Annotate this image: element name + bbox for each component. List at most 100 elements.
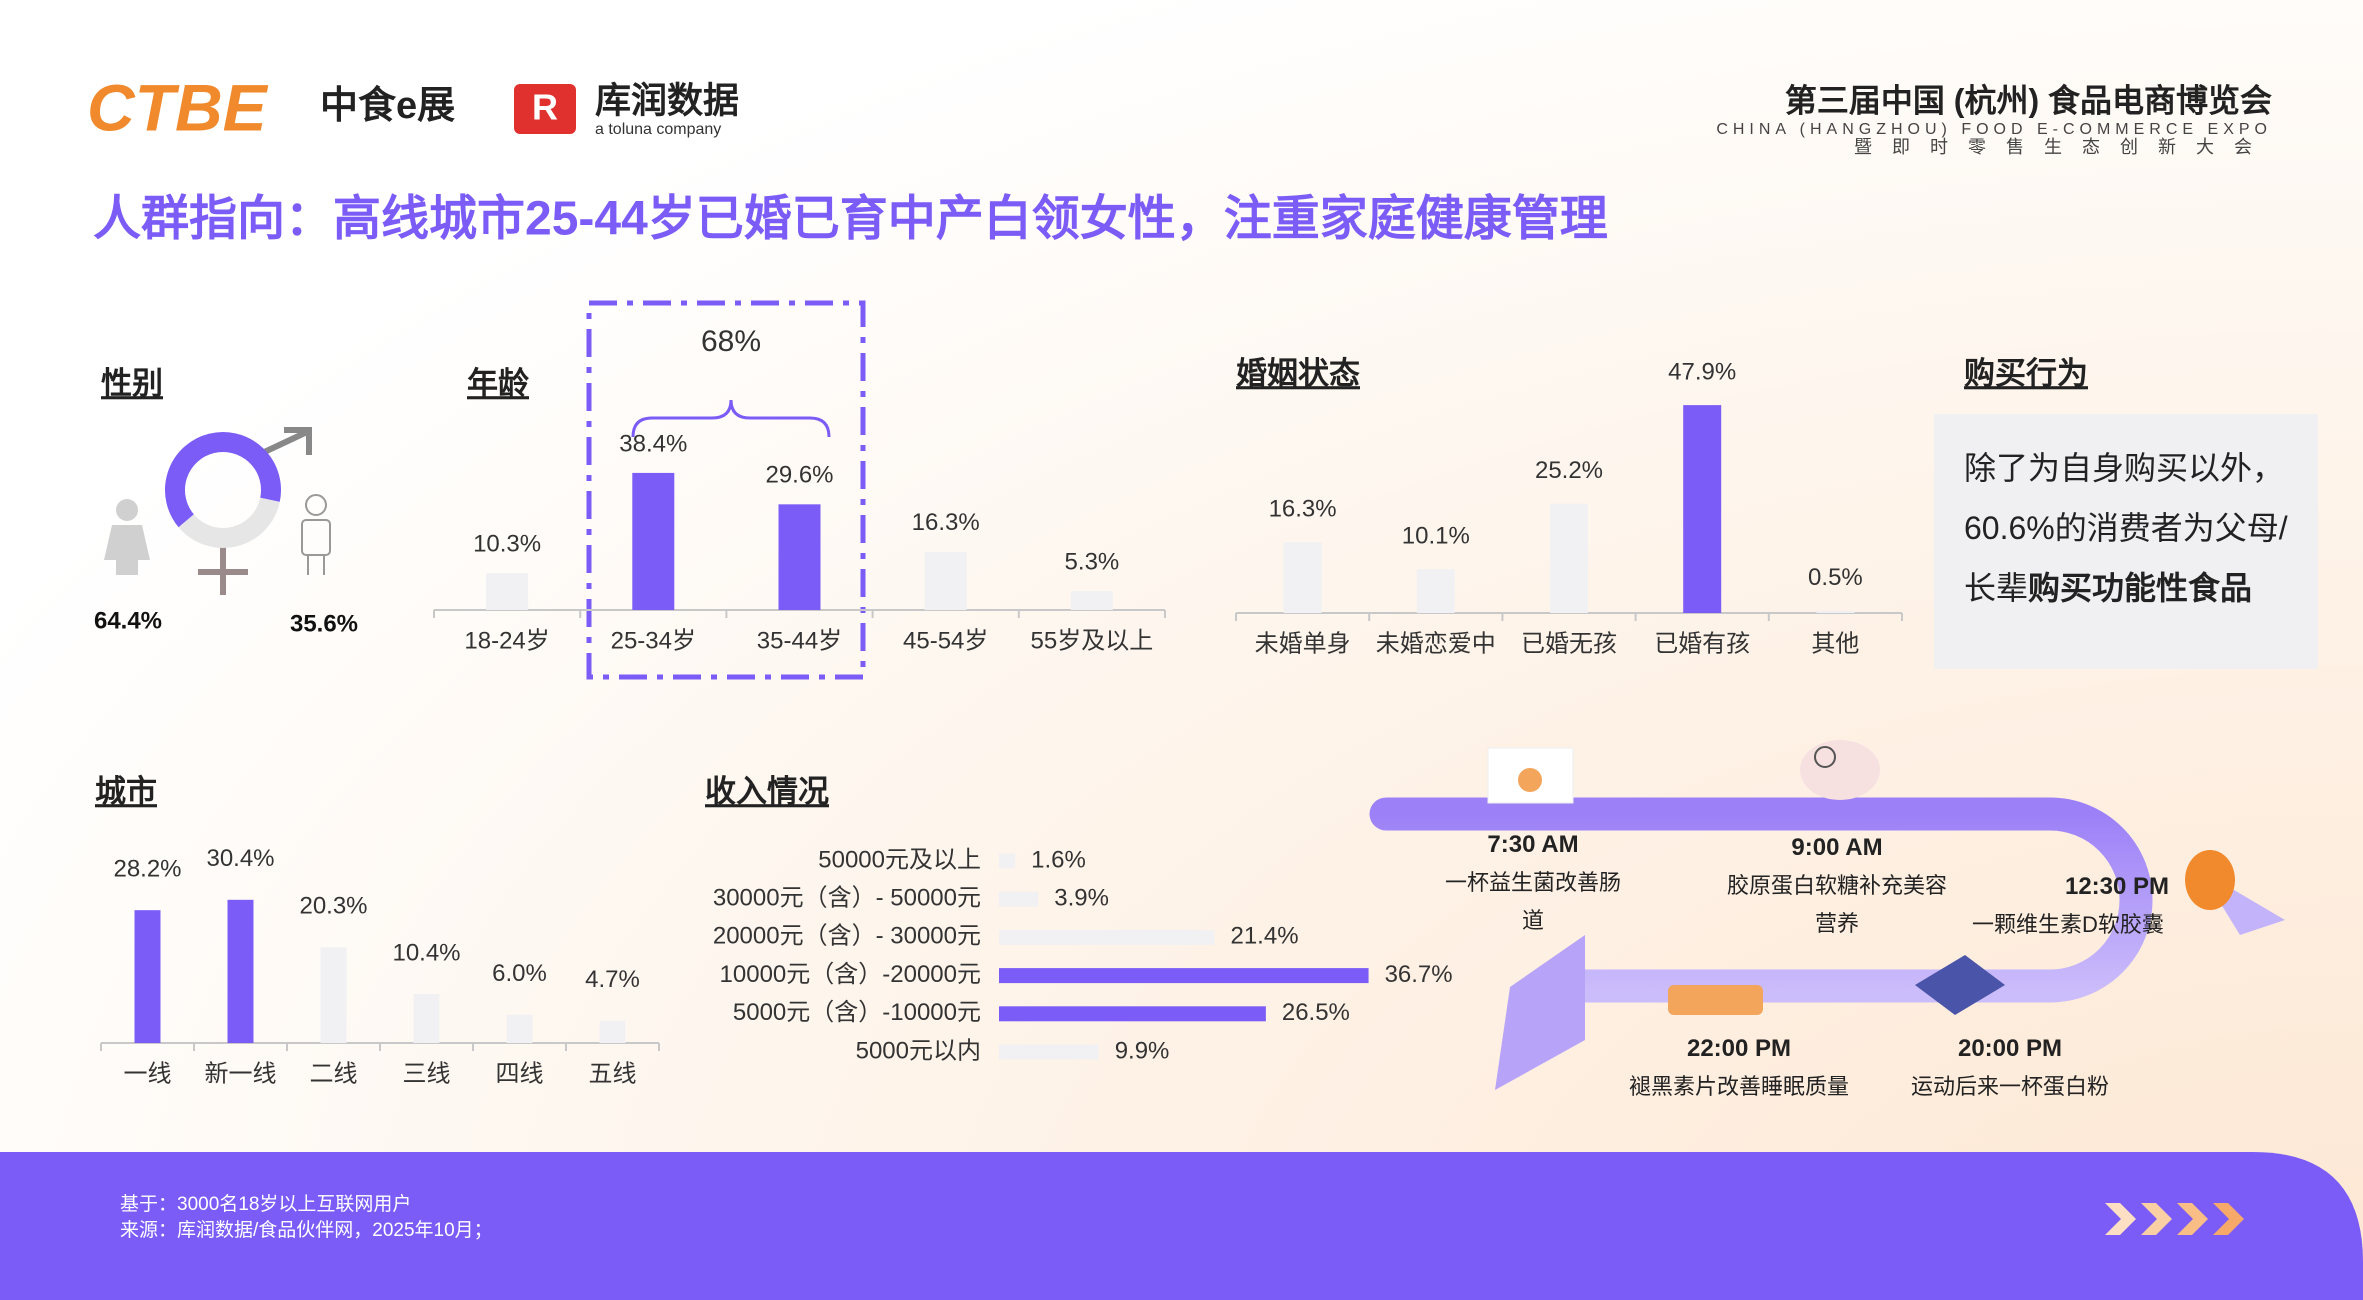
value-label: 21.4% [1230,923,1298,950]
bar [1416,569,1455,613]
value-label: 3.9% [1054,885,1109,912]
page-title: 人群指向：高线城市25-44岁已婚已育中产白领女性，注重家庭健康管理 [93,193,1608,246]
value-label: 28.2% [113,856,181,883]
bar [632,472,675,610]
x-tick-label: 18-24岁 [464,627,549,654]
footer-band [0,1152,2363,1300]
value-label: 35.6% [290,610,358,637]
bar [1283,542,1322,613]
value-label: 20.3% [299,893,367,920]
footer-base: 基于：3000名18岁以上互联网用户 [120,1193,411,1215]
value-label: 38.4% [619,430,687,457]
male-arrow-head [284,427,312,455]
event-english: CHINA (HANGZHOU) FOOD E-COMMERCE EXPO [1716,121,2272,138]
x-tick-label: 一线 [124,1060,172,1087]
timeline-item: 9:00 AM 胶原蛋白软糖补充美容营养 [1722,829,1952,943]
chart-title: 城市 [95,774,157,809]
partner-logo-mark [514,84,576,134]
value-label: 10.3% [473,531,541,558]
bar [599,1020,626,1043]
value-label: 30.4% [206,845,274,872]
value-label: 16.3% [912,509,980,536]
y-tick-label: 30000元（含）- 50000元 [713,885,981,912]
bar [413,994,440,1043]
illustration [1814,746,1836,768]
illustration [2185,850,2235,910]
timeline-time: 7:30 AM [1487,831,1579,858]
bar [778,504,821,610]
chart-title: 年龄 [467,366,529,401]
value-label: 29.6% [765,462,833,489]
partner-name: 库润数据 [595,80,739,121]
expo-name: 中食e展 [320,85,455,127]
male-icon [307,555,325,575]
value-label: 5.3% [1065,548,1120,575]
female-icon [116,499,138,521]
bar [1070,591,1113,610]
timeline-item: 7:30 AM 一杯益生菌改善肠道 [1438,826,1628,940]
illustration [1800,740,1880,800]
x-tick-label: 五线 [589,1060,637,1087]
x-tick-label: 35-44岁 [757,627,842,654]
y-tick-label: 10000元（含）-20000元 [720,961,981,988]
bar [999,1044,1099,1060]
value-label: 4.7% [585,966,640,993]
value-label: 10.4% [392,939,460,966]
illustration [1915,955,2005,1015]
brace [631,399,831,438]
male-icon [301,519,331,556]
timeline-item: 20:00 PM 运动后来一杯蛋白粉 [1880,1030,2140,1106]
illustration [1518,768,1542,792]
annotation: 68% [701,325,761,358]
event-title: 第三届中国 (杭州) 食品电商博览会 [1785,82,2272,118]
bar [506,1014,533,1043]
male-arrow [256,429,309,458]
value-label: 16.3% [1269,496,1337,523]
bar [486,573,529,610]
purchase-title: 购买行为 [1964,356,2088,391]
timeline-path [1369,797,2153,1003]
value-label: 0.5% [1808,564,1863,591]
value-label: 10.1% [1402,523,1470,550]
y-tick-label: 5000元以内 [856,1037,981,1064]
purchase-box: 除了为自身购买以外，60.6%的消费者为父母/长辈购买功能性食品 [1934,414,2318,669]
value-label: 47.9% [1668,358,1736,385]
timeline-text: 运动后来一杯蛋白粉 [1910,1074,2109,1099]
x-tick-label: 三线 [403,1060,451,1087]
bar [999,891,1039,907]
timeline-time: 9:00 AM [1791,834,1883,861]
bar [227,899,254,1043]
timeline-text: 一颗维生素D软胶囊 [1972,912,2164,937]
bar [1816,610,1855,613]
donut-segment [178,497,280,548]
x-tick-label: 已婚有孩 [1654,630,1750,657]
x-tick-label: 其他 [1811,630,1859,657]
bar [999,1006,1266,1022]
x-tick-label: 25-34岁 [611,627,696,654]
purchase-text: 除了为自身购买以外，60.6%的消费者为父母/长辈 [1964,450,2288,606]
bar [320,947,347,1043]
y-tick-label: 50000元及以上 [818,846,981,873]
x-tick-label: 45-54岁 [903,627,988,654]
value-label: 64.4% [94,607,162,634]
x-tick-label: 已婚无孩 [1521,630,1617,657]
bar [1550,503,1588,613]
value-label: 26.5% [1282,999,1350,1026]
value-label: 1.6% [1031,846,1086,873]
female-icon [104,525,150,575]
chart-title: 婚姻状态 [1236,356,1360,391]
illustration [1668,985,1763,1015]
y-tick-label: 20000元（含）- 30000元 [713,923,981,950]
x-tick-label: 新一线 [205,1060,277,1087]
bar [999,968,1369,984]
x-tick-label: 55岁及以上 [1031,627,1154,654]
timeline-time: 12:30 PM [2064,873,2170,900]
timeline-text: 褪黑素片改善睡眠质量 [1628,1074,1849,1099]
timeline-item: 12:30 PM 一颗维生素D软胶囊 [1938,868,2198,944]
event-subtitle: 暨即时零售生态创新大会 [1854,137,2272,157]
value-label: 36.7% [1385,961,1453,988]
bar [134,910,161,1043]
timeline-arrow [1495,935,1585,1090]
partner-logo-letter: R [532,87,558,128]
